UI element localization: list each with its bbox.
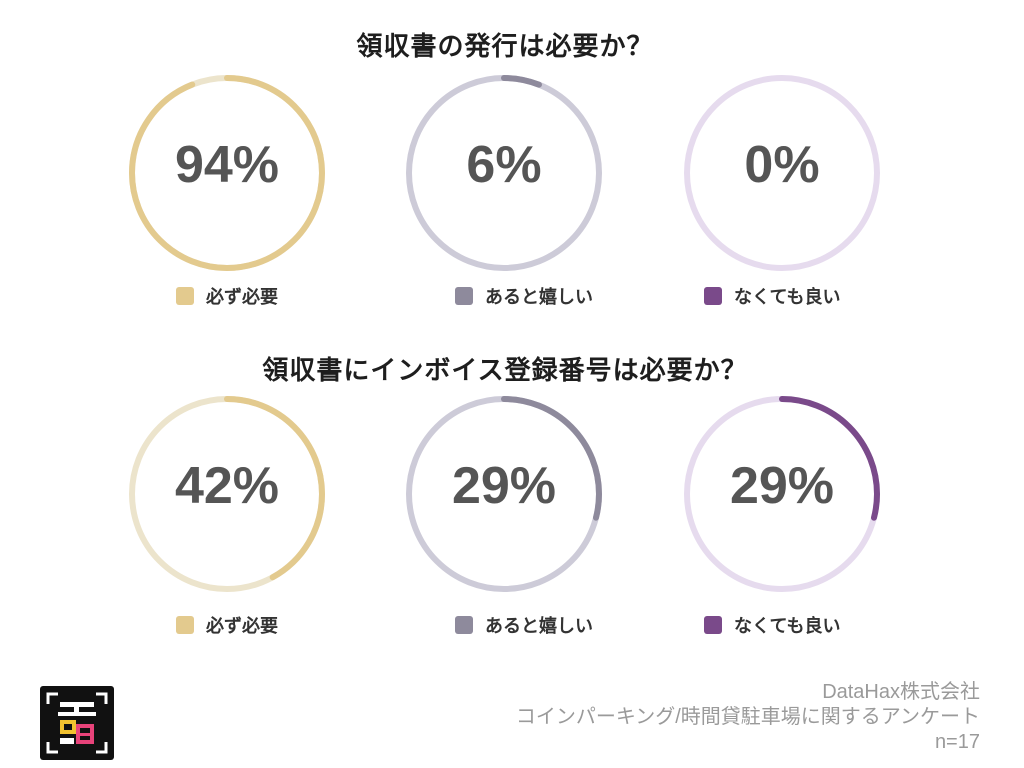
chart-2-donut-1: 42% <box>127 394 327 594</box>
chart-1-legend-label-3: なくても良い <box>734 287 841 308</box>
chart-2-value-label-3: 29% <box>729 457 835 515</box>
chart-1-legend-item-2: あると嬉しい <box>455 283 593 309</box>
datahax-logo-svg <box>46 692 108 754</box>
chart-1-legend-item-1: 必ず必要 <box>176 283 278 309</box>
footer-sample-size: n=17 <box>934 731 980 753</box>
chart-2-legend-item-3: なくても良い <box>704 612 841 638</box>
chart-1-legend-swatch-2 <box>455 287 473 305</box>
chart-2-donut-3-arc <box>684 396 880 592</box>
chart-1-donut-1: 94% <box>127 73 327 273</box>
chart-1-value-label-2: 6% <box>466 136 542 194</box>
chart-2-donut-3-svg <box>684 396 880 592</box>
chart-2-legend-item-1: 必ず必要 <box>176 612 278 638</box>
chart-2-donut-2: 29% <box>404 394 604 594</box>
chart-2-value-label-2: 29% <box>451 457 557 515</box>
chart-1-donut-2-arc <box>406 75 602 271</box>
footer-company: DataHax株式会社 <box>822 681 980 703</box>
chart-1-donut-2: 6% <box>404 73 604 273</box>
chart-2-legend-swatch-3 <box>704 616 722 634</box>
chart-2-legend-label-2: あると嬉しい <box>485 616 593 637</box>
chart-2-legend-label-1: 必ず必要 <box>206 616 278 637</box>
chart-1-donut-3-track <box>684 75 880 271</box>
chart-1-title: 領収書の発行は必要か？ <box>356 32 654 62</box>
chart-1-legend-swatch-1 <box>176 287 194 305</box>
chart-1-value-label-1: 94% <box>174 136 280 194</box>
chart-1-donut-3: 0% <box>682 73 882 273</box>
chart-2-legend-swatch-1 <box>176 616 194 634</box>
chart-2-legend-item-2: あると嬉しい <box>455 612 593 638</box>
chart-2-donut-3: 29% <box>682 394 882 594</box>
chart-1-donut-1-arc <box>129 75 325 271</box>
chart-1-legend-swatch-3 <box>704 287 722 305</box>
chart-1-donut-3-svg <box>684 75 880 271</box>
chart-2-donut-2-arc <box>406 396 602 592</box>
chart-1-legend-label-1: 必ず必要 <box>206 287 278 308</box>
datahax-logo-icon <box>40 686 114 760</box>
footer: DataHax株式会社 コインパーキング/時間貸駐車場に関するアンケート n=1… <box>516 680 980 755</box>
chart-1-legend-label-2: あると嬉しい <box>485 287 593 308</box>
chart-2-donut-1-svg <box>129 396 325 592</box>
chart-1-legend-item-3: なくても良い <box>704 283 841 309</box>
chart-2-value-label-1: 42% <box>174 457 280 515</box>
chart-2-legend-label-3: なくても良い <box>734 616 841 637</box>
chart-2-donut-2-svg <box>406 396 602 592</box>
chart-1-value-label-3: 0% <box>744 136 820 194</box>
chart-1-donut-1-svg <box>129 75 325 271</box>
chart-2-donut-1-arc <box>129 396 325 592</box>
chart-2-legend-swatch-2 <box>455 616 473 634</box>
footer-survey-title: コインパーキング/時間貸駐車場に関するアンケート <box>515 706 980 728</box>
chart-1-donut-2-svg <box>406 75 602 271</box>
chart-2-title: 領収書にインボイス登録番号は必要か？ <box>262 356 748 386</box>
